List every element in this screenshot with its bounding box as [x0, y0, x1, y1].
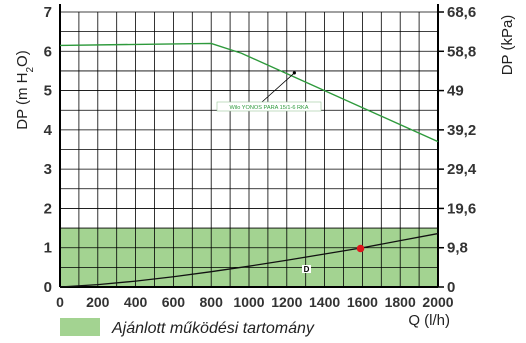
y-tick-label-right: 39,2	[447, 122, 476, 139]
x-tick-label: 800	[200, 294, 224, 310]
tick-labels: 0 200 400 600 800 1000 1200 1400 1600 1800 2000012…	[44, 4, 477, 310]
y-tick-label-right: 29,4	[447, 161, 477, 178]
y-tick-label-right: 19,6	[447, 200, 476, 217]
x-tick-label: 400	[124, 294, 148, 310]
y-tick-label-right: 68,6	[447, 4, 476, 21]
curve-label-box	[216, 101, 322, 112]
y-tick-label-left: 4	[44, 122, 53, 139]
x-tick-label: 1200	[271, 294, 302, 310]
y-tick-label-left: 2	[44, 200, 52, 217]
system-curve-marker: D	[304, 265, 310, 274]
pump-curve-line	[59, 42, 439, 143]
x-tick-label: 600	[162, 294, 186, 310]
x-tick-label: 0	[56, 294, 64, 310]
y-tick-label-left: 3	[44, 161, 52, 178]
y-tick-label-right: 9,8	[447, 240, 468, 257]
grid	[59, 4, 444, 288]
y-tick-label-right: 0	[447, 279, 455, 296]
system-curve-line	[59, 232, 439, 288]
x-tick-label: 1000	[233, 294, 264, 310]
y-tick-label-left: 5	[44, 83, 52, 100]
x-tick-label: 1800	[385, 294, 416, 310]
y-tick-label-right: 49	[447, 83, 464, 100]
y-tick-label-left: 0	[44, 279, 52, 296]
curve-label-anchor	[292, 71, 296, 75]
curve-label-leader	[261, 72, 295, 103]
y-axis-label-left: DP (m H2O)	[14, 50, 36, 129]
operating-point	[356, 244, 365, 253]
curve-label-text: Wilo YONOS PARA 15/1-6 RKA	[229, 105, 308, 111]
series-layer: Wilo YONOS PARA 15/1-6 RKA D	[59, 42, 439, 288]
y-tick-label-left: 7	[44, 4, 52, 21]
y-tick-label-left: 1	[44, 240, 52, 257]
legend-label: Ajánlott működési tartomány	[111, 320, 315, 337]
y-tick-label-left: 6	[44, 43, 52, 60]
x-tick-label: 1600	[347, 294, 378, 310]
x-tick-label: 200	[86, 294, 110, 310]
y-tick-label-right: 58,8	[447, 43, 476, 60]
system-curve-marker-box	[302, 265, 311, 273]
x-axis-label: Q (l/h)	[408, 312, 450, 329]
y-axis-label-right: DP (kPa)	[499, 15, 516, 76]
x-tick-label: 1400	[309, 294, 340, 310]
x-tick-label: 2000	[422, 294, 453, 310]
legend-swatch	[60, 318, 100, 336]
